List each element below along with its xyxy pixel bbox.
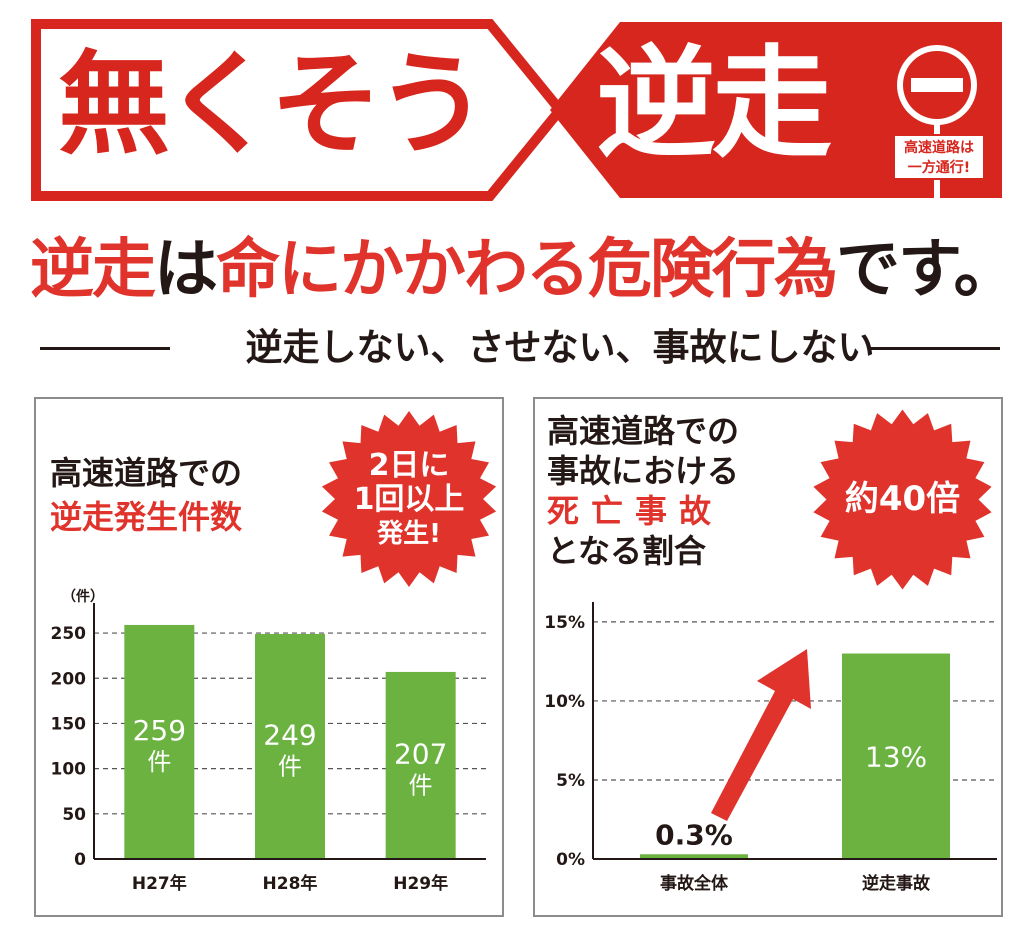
bar-2 — [255, 633, 325, 859]
fatality-burst-text: 約40倍 — [844, 479, 961, 519]
burst-shape-icon — [813, 409, 992, 590]
banner-left-arrow — [31, 19, 567, 201]
bar-1 — [124, 624, 195, 859]
incident-burst: 2日に 1回以上 発生! — [319, 409, 499, 589]
banner: 無くそう 逆走 高速道路は 一方通行! — [0, 0, 1024, 215]
subline-rule-left — [40, 347, 170, 350]
fatality-title-line2: 事故における — [547, 452, 740, 490]
burst-line2: 1回以上 — [353, 482, 465, 517]
banner-slogan-right: 逆走 — [596, 35, 832, 174]
burst-line3: 発生! — [377, 519, 441, 549]
banner-slogan-left: 無くそう — [58, 40, 488, 170]
y-tick-label: 100 — [51, 760, 87, 780]
bar-2 — [842, 653, 950, 859]
x-tick-label: H27年 — [132, 873, 187, 894]
incident-panel-title: 高速道路での 逆走発生件数 — [50, 451, 242, 539]
y-tick-label: 250 — [51, 624, 87, 644]
burst-line1: 2日に — [368, 448, 450, 483]
fatality-panel-title: 高速道路での 事故における 死亡事故 となる割合 — [547, 411, 739, 571]
sign-caption-line2: 一方通行! — [907, 160, 971, 176]
y-tick-label: 15% — [544, 613, 585, 633]
data-label: 207 — [394, 737, 447, 770]
incident-burst-text: 2日に 1回以上 発生! — [319, 449, 499, 551]
incident-title-line1: 高速道路での — [50, 454, 243, 492]
fatality-burst: 約40倍 — [810, 407, 995, 592]
banner-shapes — [31, 19, 1002, 201]
burst-shape-icon — [321, 411, 497, 587]
subline: 逆走しない、させない、事故にしない — [245, 326, 875, 369]
data-label-unit: 件 — [147, 748, 171, 776]
data-label-unit: 件 — [409, 771, 433, 799]
data-label: 249 — [263, 718, 316, 751]
incident-bar-chart: 050100150200250（件）H27年259件H28年249件H29年20… — [51, 588, 486, 894]
bar-3 — [385, 671, 456, 859]
data-label: 259 — [133, 714, 186, 747]
y-tick-label: 0 — [74, 850, 86, 870]
bar-1 — [640, 854, 748, 859]
data-label: 0.3% — [655, 818, 733, 851]
y-tick-label: 5% — [556, 771, 585, 791]
x-tick-label: 逆走事故 — [862, 873, 931, 894]
headline-part3: 命にかかわる危険行為 — [216, 233, 838, 307]
incident-count-panel: 高速道路での 逆走発生件数 2日に 1回以上 発生! 0 50 100 150 200 2… — [34, 397, 504, 917]
subline-rule-right — [870, 347, 1000, 350]
sign-caption: 高速道路は 一方通行! — [893, 134, 985, 180]
x-tick-label: H29年 — [393, 873, 448, 894]
y-tick-label: 10% — [544, 692, 585, 712]
data-label: 13% — [865, 740, 927, 773]
fatality-title-line3: 死亡事故 — [547, 492, 724, 530]
increase-arrow-icon — [711, 649, 811, 821]
incident-title-line2: 逆走発生件数 — [50, 498, 243, 536]
fatality-title-line1: 高速道路での — [547, 412, 740, 450]
x-tick-label: 事故全体 — [660, 873, 729, 894]
headline: 逆走は命にかかわる危険行為です。 — [30, 232, 1018, 308]
headline-part2: は — [154, 233, 218, 307]
y-tick-label: 0% — [556, 850, 585, 870]
sign-caption-line1: 高速道路は — [904, 140, 974, 156]
subline-row: 逆走しない、させない、事故にしない — [40, 325, 1000, 371]
y-tick-label: 150 — [51, 714, 87, 734]
fatality-rate-panel: 高速道路での 事故における 死亡事故 となる割合 約40倍 0% 5% 10% 15%… — [533, 397, 1003, 917]
y-axis-label: （件） — [62, 588, 104, 605]
headline-part4: です。 — [836, 233, 1018, 307]
headline-part1: 逆走 — [30, 233, 156, 307]
fatality-bar-chart: 0% 5% 10% 15% 事故全体 0.3% 逆走事故 13% — [544, 602, 997, 894]
banner-right-arrow — [550, 22, 1002, 198]
fatality-title-line4: となる割合 — [547, 532, 707, 570]
y-tick-label: 200 — [51, 669, 87, 689]
no-entry-sign-icon — [897, 45, 977, 200]
y-tick-label: 50 — [62, 805, 86, 825]
data-label-unit: 件 — [278, 752, 302, 780]
x-tick-label: H28年 — [263, 873, 318, 894]
